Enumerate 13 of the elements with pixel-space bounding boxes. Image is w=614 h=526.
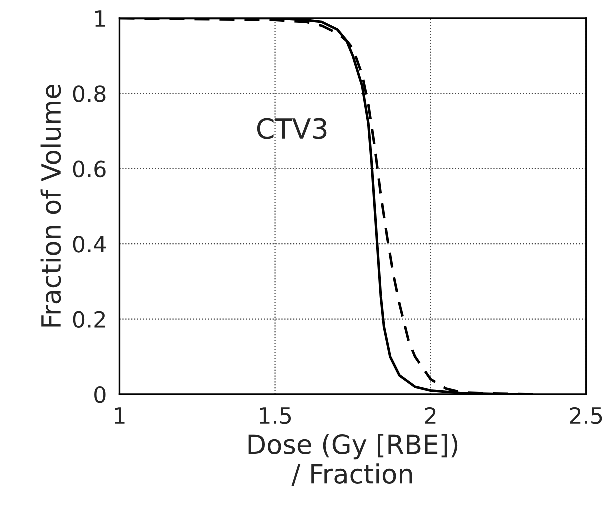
y-tick-label: 0 <box>94 386 106 404</box>
x-tick-label: 2 <box>425 407 436 424</box>
x-tick-label: 2.5 <box>570 407 602 424</box>
y-tick-label: 0.2 <box>73 311 106 328</box>
x-axis-title: Dose (Gy [RBE]) / Fraction <box>248 434 458 486</box>
y-tick-label: 0.6 <box>73 160 106 178</box>
y-tick-label: 1 <box>96 10 106 27</box>
annotation: CTV3 <box>257 118 327 140</box>
x-tick-label: 1.5 <box>260 408 292 424</box>
x-tick-label: 1 <box>115 408 125 424</box>
y-tick-label: 0.8 <box>73 86 106 102</box>
y-axis-title: Fraction of Volume <box>40 85 62 327</box>
y-tick-label: 0.4 <box>73 236 106 253</box>
